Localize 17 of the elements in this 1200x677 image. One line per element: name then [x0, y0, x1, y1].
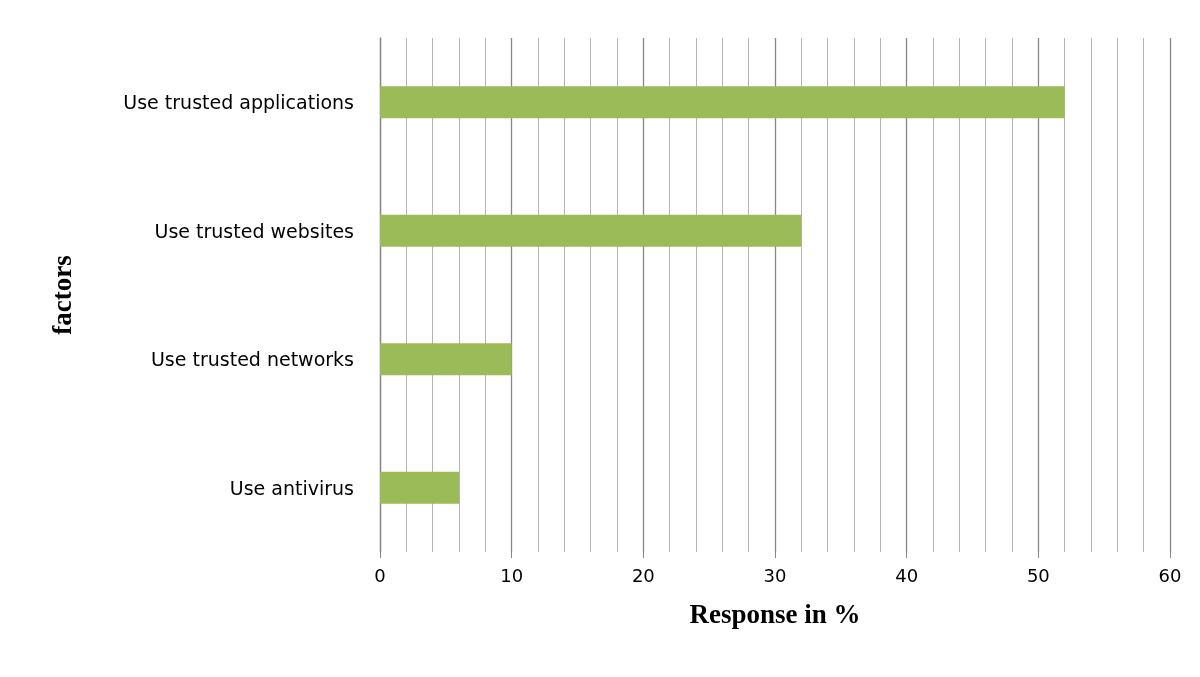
x-axis-title: Response in % — [689, 598, 861, 629]
y-tick-label: Use trusted networks — [150, 348, 354, 371]
x-tick-label: 60 — [1158, 564, 1182, 586]
bar — [380, 214, 802, 247]
y-tick-label: Use trusted applications — [123, 91, 354, 114]
x-tick-label: 0 — [374, 564, 386, 586]
bar — [380, 471, 459, 504]
x-tick-label: 30 — [763, 564, 787, 586]
y-tick-label: Use antivirus — [229, 476, 354, 499]
y-tick-label: Use trusted websites — [154, 219, 354, 242]
bar — [380, 343, 512, 376]
x-tick-label: 40 — [895, 564, 919, 586]
bar — [380, 86, 1065, 119]
y-axis-title: factors — [46, 255, 77, 335]
x-tick-label: 50 — [1026, 564, 1050, 586]
x-tick-label: 10 — [500, 564, 524, 586]
x-tick-label: 20 — [631, 564, 655, 586]
